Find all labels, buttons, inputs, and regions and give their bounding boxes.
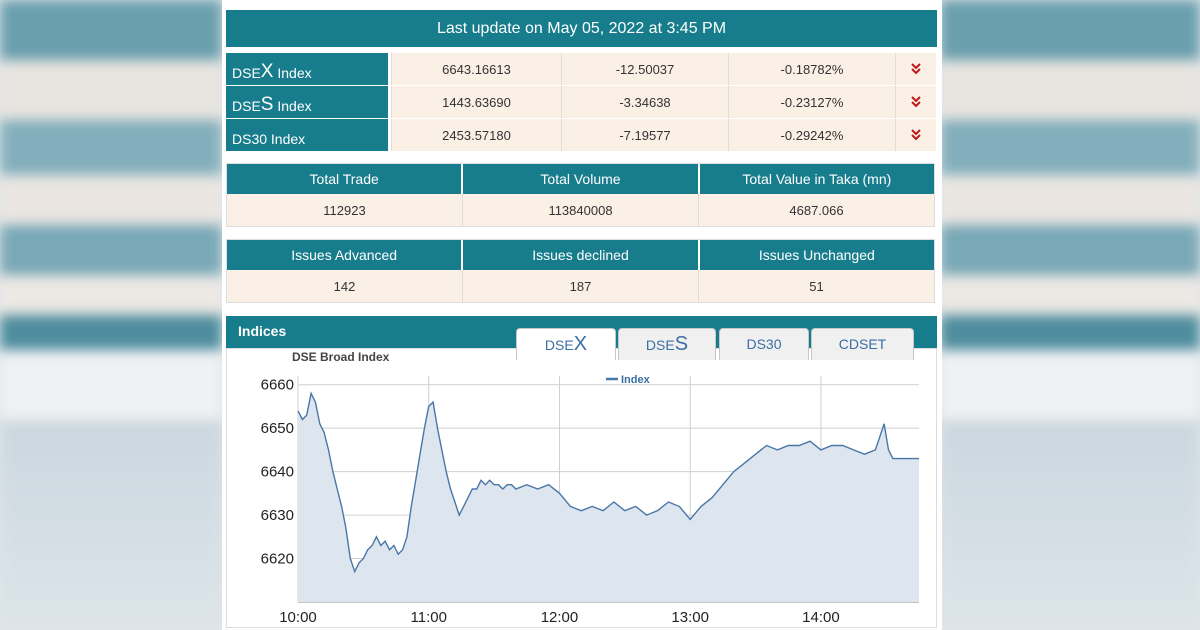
x-tick-label: 10:00 <box>279 609 317 626</box>
last-update-banner: Last update on May 05, 2022 at 3:45 PM <box>226 10 937 47</box>
index-row-dsex: DSE X Index 6643.16613 -12.50037 -0.18782… <box>226 53 937 85</box>
trade-stats-table: Total Trade Total Volume Total Value in … <box>226 163 935 227</box>
issue-stats-table: Issues Advanced Issues declined Issues U… <box>226 239 935 303</box>
index-change: -3.34638 <box>561 86 728 118</box>
index-line <box>297 391 919 574</box>
tab-cdset[interactable]: CDSET <box>811 328 914 360</box>
total-volume-header: Total Volume <box>463 164 700 194</box>
x-tick-label: 13:00 <box>671 609 709 626</box>
index-change-percent: -0.29242% <box>728 119 895 151</box>
legend-label: Index <box>621 374 651 386</box>
y-tick-label: 6660 <box>261 377 294 394</box>
x-tick-label: 14:00 <box>802 609 840 626</box>
index-area <box>298 393 919 602</box>
total-value-header: Total Value in Taka (mn) <box>699 164 934 194</box>
index-change-percent: -0.18782% <box>728 53 895 85</box>
index-change-percent: -0.23127% <box>728 86 895 118</box>
index-change: -7.19577 <box>561 119 728 151</box>
blurred-backdrop-left <box>0 0 222 630</box>
blurred-backdrop-right <box>940 0 1200 630</box>
index-value: 2453.57180 <box>391 119 561 151</box>
index-row-ds30: DS30 Index 2453.57180 -7.19577 -0.29242% <box>226 119 937 151</box>
issues-declined-value: 187 <box>463 270 699 302</box>
y-tick-label: 6640 <box>261 464 294 481</box>
index-value: 1443.63690 <box>391 86 561 118</box>
total-volume-value: 113840008 <box>463 194 699 226</box>
total-value-taka: 4687.066 <box>699 194 934 226</box>
market-summary-panel: Last update on May 05, 2022 at 3:45 PM D… <box>222 0 942 630</box>
tab-dses[interactable]: DSES <box>618 328 716 360</box>
index-name: DSE S Index <box>226 86 388 118</box>
tab-ds30[interactable]: DS30 <box>719 328 809 360</box>
double-chevron-down-icon <box>895 53 936 85</box>
tab-dsex[interactable]: DSEX <box>516 328 616 360</box>
double-chevron-down-icon <box>895 119 936 151</box>
y-tick-label: 6620 <box>261 551 294 568</box>
double-chevron-down-icon <box>895 86 936 118</box>
index-table: DSE X Index 6643.16613 -12.50037 -0.18782… <box>226 53 937 152</box>
total-trade-header: Total Trade <box>227 164 464 194</box>
dse-broad-index-chart: 6620 6630 6640 6650 6660 10:00 11:00 12:00 13:0… <box>261 374 919 626</box>
index-name: DSE X Index <box>226 53 388 85</box>
index-name: DS30 Index <box>226 119 388 151</box>
issues-advanced-header: Issues Advanced <box>227 240 464 270</box>
index-value: 6643.16613 <box>391 53 561 85</box>
total-trade-value: 112923 <box>227 194 463 226</box>
x-tick-label: 11:00 <box>411 609 447 626</box>
chart-title: DSE Broad Index <box>292 350 390 364</box>
y-tick-label: 6650 <box>261 420 294 437</box>
issues-advanced-value: 142 <box>227 270 463 302</box>
index-row-dses: DSE S Index 1443.63690 -3.34638 -0.23127% <box>226 86 937 118</box>
issues-unchanged-value: 51 <box>699 270 934 302</box>
issues-unchanged-header: Issues Unchanged <box>699 240 934 270</box>
index-change: -12.50037 <box>561 53 728 85</box>
x-tick-label: 12:00 <box>541 609 579 626</box>
issues-declined-header: Issues declined <box>463 240 700 270</box>
y-tick-label: 6630 <box>261 507 294 524</box>
